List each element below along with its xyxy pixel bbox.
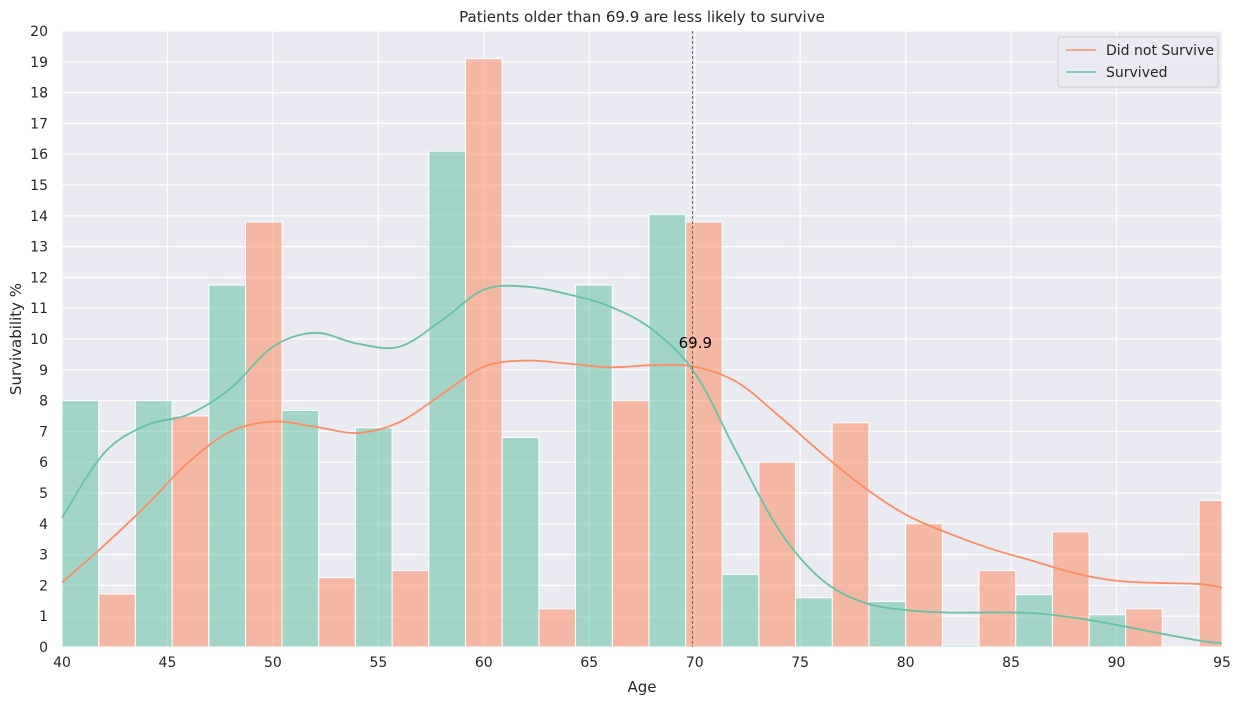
x-tick-label: 90 <box>1108 655 1126 671</box>
y-tick-label: 14 <box>30 209 48 225</box>
y-tick-label: 19 <box>30 55 48 71</box>
y-tick-label: 9 <box>39 363 48 379</box>
y-tick-label: 18 <box>30 86 48 102</box>
x-axis-label: Age <box>627 678 656 696</box>
bar-did-not-survive <box>831 422 870 648</box>
legend-box <box>1057 36 1219 88</box>
legend: Did not Survive Survived <box>1057 36 1219 88</box>
bar-survived <box>721 573 760 648</box>
x-tick-label: 40 <box>53 655 71 671</box>
bar-survived <box>428 150 466 648</box>
y-tick-label: 15 <box>30 178 48 194</box>
x-tick-label: 60 <box>475 655 493 671</box>
legend-label-did-not-survive: Did not Survive <box>1106 43 1214 59</box>
x-tick-label: 70 <box>686 655 704 671</box>
legend-label-survived: Survived <box>1106 65 1167 81</box>
bar-did-not-survive <box>98 593 136 648</box>
x-tick-label: 80 <box>897 655 915 671</box>
y-tick-label: 2 <box>39 578 48 594</box>
bar-survived <box>941 644 980 648</box>
bar-did-not-survive <box>611 400 650 648</box>
y-tick-label: 17 <box>30 116 48 132</box>
bar-did-not-survive <box>464 58 503 648</box>
x-tick-labels: 40 45 50 55 60 65 70 75 80 85 90 95 <box>53 655 1231 671</box>
bars <box>61 58 1223 648</box>
bar-did-not-survive <box>244 221 283 648</box>
bar-did-not-survive <box>758 461 797 648</box>
y-tick-label: 11 <box>30 301 48 317</box>
y-tick-label: 12 <box>30 270 48 286</box>
bar-survived <box>208 284 246 648</box>
bar-survived <box>134 400 173 648</box>
x-tick-label: 75 <box>791 655 809 671</box>
bar-survived <box>281 409 320 648</box>
bar-survived <box>354 427 393 648</box>
bar-did-not-survive <box>905 523 943 648</box>
bar-survived <box>61 400 100 648</box>
bar-did-not-survive <box>538 608 577 648</box>
y-tick-label: 4 <box>39 517 48 533</box>
y-axis-label: Survivability % <box>7 283 25 395</box>
x-tick-label: 85 <box>1002 655 1020 671</box>
kde-line-did-not-survive <box>61 359 1223 589</box>
x-tick-label: 45 <box>159 655 177 671</box>
bar-did-not-survive <box>318 577 356 648</box>
annotation-layer: 69.9 <box>679 31 712 647</box>
bar-survived <box>1088 614 1127 648</box>
y-tick-label: 6 <box>39 455 48 471</box>
y-tick-label: 0 <box>39 640 48 656</box>
bar-survived <box>648 213 687 648</box>
bar-did-not-survive <box>978 570 1017 648</box>
x-tick-label: 95 <box>1213 655 1231 671</box>
bar-did-not-survive <box>1051 531 1090 648</box>
y-tick-label: 10 <box>30 332 48 348</box>
threshold-label: 69.9 <box>679 334 712 352</box>
bar-did-not-survive <box>171 415 210 648</box>
y-tick-label: 16 <box>30 147 48 163</box>
y-tick-label: 3 <box>39 548 48 564</box>
x-tick-label: 50 <box>264 655 282 671</box>
x-tick-label: 65 <box>580 655 598 671</box>
y-tick-label: 1 <box>39 609 48 625</box>
bar-survived <box>795 597 833 648</box>
y-tick-label: 13 <box>30 240 48 256</box>
bar-survived <box>1015 594 1053 648</box>
kde-line-survived <box>61 284 1223 645</box>
chart-title: Patients older than 69.9 are less likely… <box>459 8 825 26</box>
y-tick-label: 8 <box>39 394 48 410</box>
bar-survived <box>575 284 613 648</box>
bar-did-not-survive <box>685 221 723 648</box>
bar-did-not-survive <box>391 570 430 648</box>
bar-did-not-survive <box>1198 499 1223 648</box>
y-tick-label: 5 <box>39 486 48 502</box>
kde-curves <box>61 284 1223 645</box>
x-tick-label: 55 <box>369 655 387 671</box>
y-tick-label: 7 <box>39 424 48 440</box>
bar-survived <box>501 437 540 648</box>
y-tick-label: 20 <box>30 24 48 40</box>
